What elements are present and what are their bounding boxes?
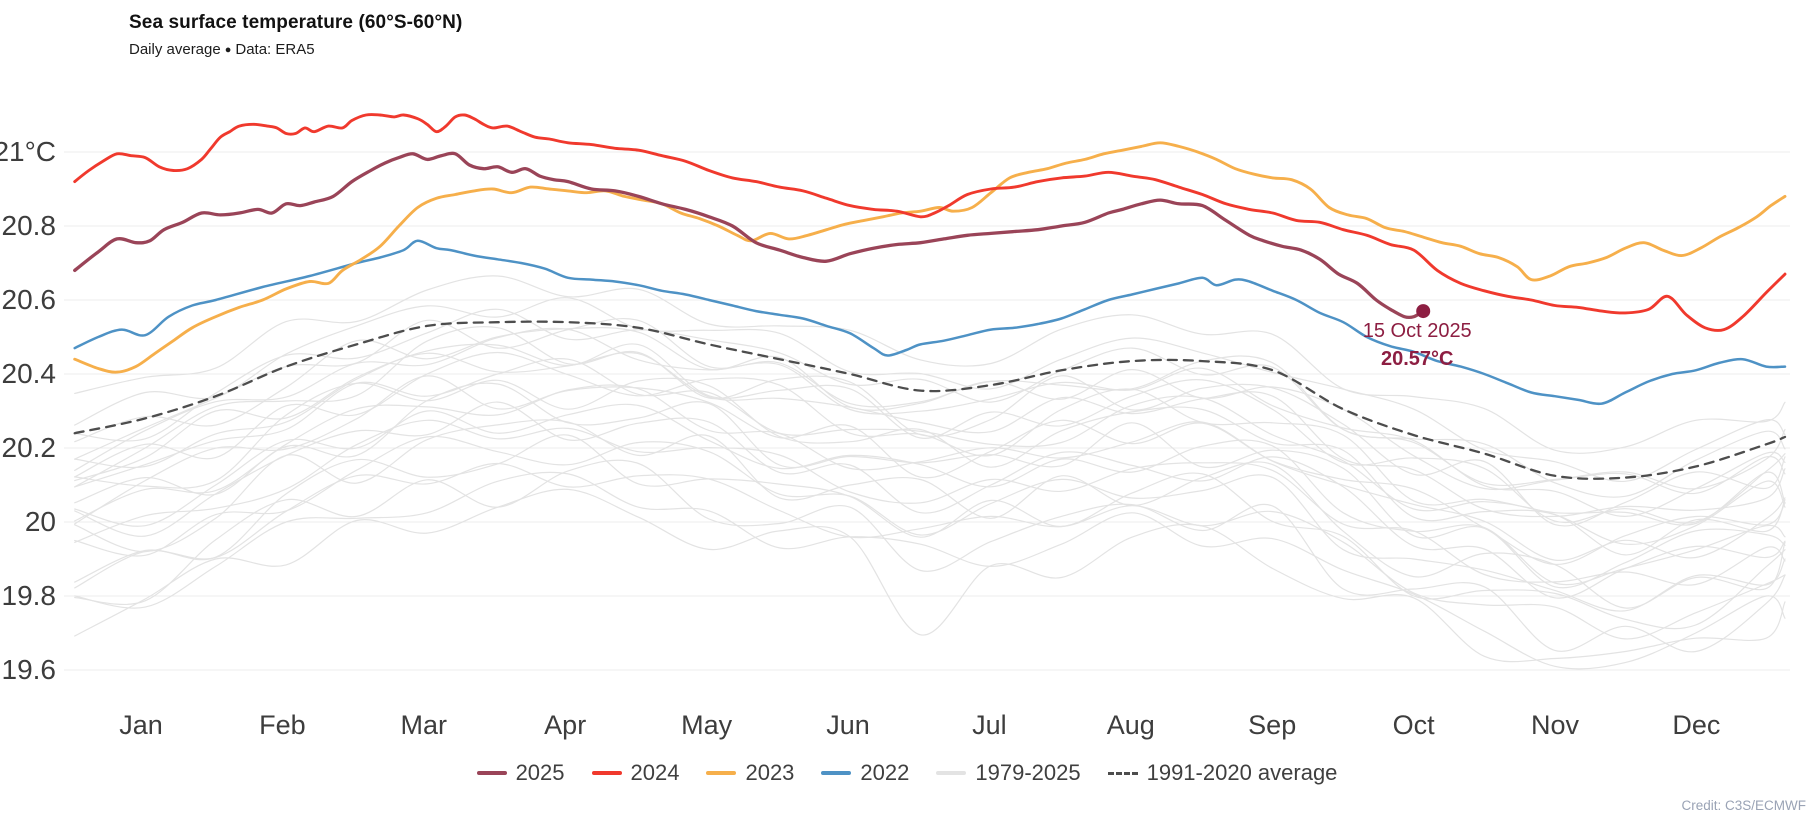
legend-item-1979-2025[interactable]: 1979-2025 <box>936 760 1081 786</box>
ensemble-line-17 <box>74 343 1786 524</box>
y-tick-label-19.8: 19.8 <box>2 580 57 611</box>
x-tick-label-Dec: Dec <box>1672 710 1720 740</box>
legend-label-y2023: 2023 <box>745 760 795 785</box>
credit-text: Credit: C3S/ECMWF <box>1681 798 1806 813</box>
x-tick-label-Jun: Jun <box>826 710 870 740</box>
x-tick-label-May: May <box>681 710 733 740</box>
ensemble-line-12 <box>74 375 1786 566</box>
ensemble-line-24 <box>74 275 1786 454</box>
ensemble-line-9 <box>74 403 1786 586</box>
legend-label-y2025: 2025 <box>515 760 565 785</box>
bullet-separator-icon: ● <box>224 44 232 56</box>
series-2022-line <box>73 239 1787 406</box>
series-2024-line <box>73 113 1787 332</box>
legend-item-2022[interactable]: 2022 <box>821 760 909 786</box>
legend-swatch-ensemble <box>936 771 967 775</box>
x-tick-label-Nov: Nov <box>1531 710 1580 740</box>
legend-label-y2022: 2022 <box>860 760 910 785</box>
subtitle-prefix: Daily average <box>129 41 221 58</box>
legend-swatch-y2024 <box>591 771 622 775</box>
legend-item-2025[interactable]: 2025 <box>476 760 565 786</box>
legend-swatch-y2025 <box>476 771 507 775</box>
annotation-date: 15 Oct 2025 <box>1362 320 1472 343</box>
ensemble-line-6 <box>74 419 1786 609</box>
x-tick-label-Jan: Jan <box>119 710 163 740</box>
ensemble-line-0 <box>74 488 1786 663</box>
x-tick-label-Aug: Aug <box>1107 710 1155 740</box>
ensemble-line-5 <box>74 435 1786 612</box>
legend-swatch-y2022 <box>821 771 852 775</box>
series-average-line <box>73 320 1787 480</box>
ensemble-line-23 <box>74 297 1786 482</box>
y-tick-label-20.4: 20.4 <box>2 358 57 389</box>
ensemble-line-16 <box>74 352 1786 518</box>
endpoint-annotation: 15 Oct 2025 20.57°C <box>1297 319 1537 372</box>
y-tick-label-21°C: 21°C <box>0 136 56 167</box>
x-tick-label-Jul: Jul <box>972 710 1007 740</box>
chart-subtitle: Daily average ● Data: ERA5 <box>129 41 462 58</box>
ensemble-line-1 <box>74 471 1786 670</box>
y-tick-label-20.6: 20.6 <box>2 284 57 315</box>
endpoint-dot <box>1416 304 1431 319</box>
legend-label-ensemble: 1979-2025 <box>975 760 1081 785</box>
x-tick-label-Sep: Sep <box>1248 710 1296 740</box>
ensemble-line-19 <box>74 327 1786 518</box>
legend-label-average: 1991-2020 average <box>1146 760 1338 785</box>
series-2023-line <box>73 141 1787 374</box>
ensemble-line-8 <box>74 401 1786 599</box>
chart-legend: 2025 2024 2023 2022 1979-2025 1991-2020 avera… <box>0 760 1814 786</box>
y-tick-label-20.8: 20.8 <box>2 210 57 241</box>
ensemble-line-4 <box>74 434 1786 630</box>
x-tick-label-Apr: Apr <box>544 710 586 740</box>
y-tick-label-20.2: 20.2 <box>2 432 57 463</box>
annotation-value: 20.57°C <box>1380 348 1454 371</box>
legend-item-2024[interactable]: 2024 <box>591 760 680 786</box>
legend-swatch-average <box>1107 771 1138 775</box>
y-tick-label-20: 20 <box>25 506 56 537</box>
y-tick-label-19.6: 19.6 <box>2 654 57 685</box>
chart-header: Sea surface temperature (60°S-60°N) Dail… <box>129 12 462 58</box>
ensemble-line-15 <box>74 351 1786 526</box>
legend-swatch-y2023 <box>706 771 737 775</box>
legend-item-2023[interactable]: 2023 <box>706 760 794 786</box>
page-title: Sea surface temperature (60°S-60°N) <box>129 12 463 33</box>
x-tick-label-Oct: Oct <box>1393 710 1436 740</box>
subtitle-suffix: Data: ERA5 <box>235 41 315 58</box>
ensemble-line-11 <box>74 384 1786 561</box>
ensemble-line-10 <box>74 382 1786 589</box>
ensemble-line-21 <box>74 317 1786 490</box>
ensemble-line-7 <box>74 419 1786 586</box>
legend-label-y2024: 2024 <box>630 760 680 785</box>
series-2025-line <box>73 151 1425 320</box>
x-tick-label-Feb: Feb <box>259 710 306 740</box>
legend-item-1991-2020-average[interactable]: 1991-2020 average <box>1107 760 1338 786</box>
x-tick-label-Mar: Mar <box>401 710 448 740</box>
ensemble-line-18 <box>74 325 1786 527</box>
ensemble-line-2 <box>74 459 1786 653</box>
ensemble-line-3 <box>74 462 1786 640</box>
